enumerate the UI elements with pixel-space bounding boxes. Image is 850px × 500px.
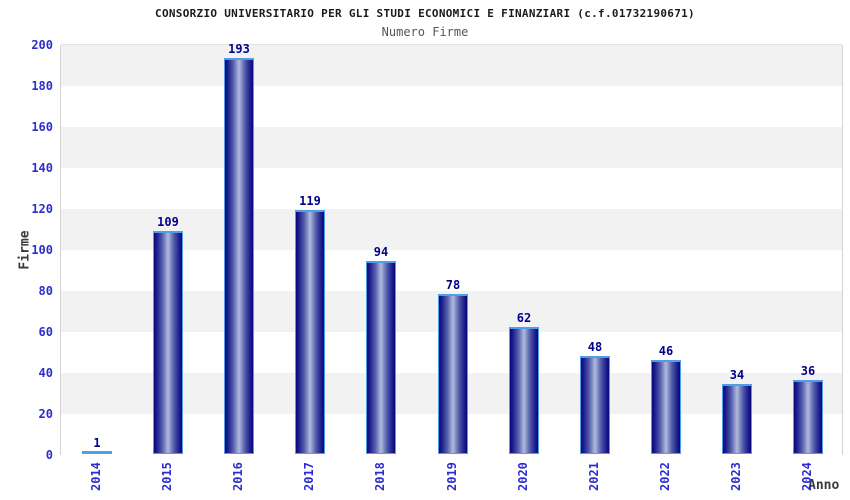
bar-value-label: 193: [228, 42, 250, 56]
x-tick-label: 2015: [160, 462, 174, 491]
x-tick-label: 2014: [89, 462, 103, 491]
y-tick-label: 60: [38, 325, 53, 339]
y-tick-label: 0: [45, 448, 53, 462]
y-tick-label: 20: [38, 407, 53, 421]
x-tick-label: 2019: [445, 462, 459, 491]
bar: [722, 384, 752, 454]
grid-band: [61, 44, 842, 86]
bar-value-label: 94: [373, 245, 389, 259]
bar: [438, 294, 468, 454]
x-tick-label: 2020: [516, 462, 530, 491]
grid-band: [61, 126, 842, 168]
y-tick-label: 160: [31, 120, 53, 134]
bar: [509, 327, 539, 454]
chart-subtitle: Numero Firme: [381, 25, 469, 39]
bar: [295, 210, 325, 454]
bar: [82, 451, 112, 454]
bar-value-label: 46: [658, 344, 674, 358]
bar: [224, 58, 254, 454]
bar-value-label: 119: [299, 194, 321, 208]
grid-band: [61, 167, 842, 209]
y-tick-label: 140: [31, 161, 53, 175]
y-tick-label: 40: [38, 366, 53, 380]
x-tick-label: 2022: [658, 462, 672, 491]
x-tick-label: 2018: [373, 462, 387, 491]
y-tick-label: 100: [31, 243, 53, 257]
bar: [651, 360, 681, 454]
grid-band: [61, 85, 842, 127]
bar-value-label: 34: [729, 368, 745, 382]
bar-value-label: 1: [93, 436, 101, 450]
plot-area: 1 109 193 119 94 78 62 48 46 34 36: [60, 42, 843, 455]
bar-value-label: 109: [157, 215, 179, 229]
y-tick-label: 80: [38, 284, 53, 298]
x-axis-title: Anno: [808, 478, 840, 493]
y-tick-label: 200: [31, 38, 53, 52]
x-tick-label: 2016: [231, 462, 245, 491]
bar: [580, 356, 610, 454]
bar: [366, 261, 396, 454]
chart-title: CONSORZIO UNIVERSITARIO PER GLI STUDI EC…: [155, 7, 695, 20]
x-tick-label: 2017: [302, 462, 316, 491]
bar-value-label: 36: [800, 364, 816, 378]
bar: [793, 380, 823, 454]
x-tick-label: 2021: [587, 462, 601, 491]
x-tick-label: 2024: [800, 462, 814, 491]
bar-value-label: 78: [445, 278, 461, 292]
bar-value-label: 62: [516, 311, 532, 325]
bar: [153, 231, 183, 454]
y-tick-label: 120: [31, 202, 53, 216]
x-tick-label: 2023: [729, 462, 743, 491]
y-tick-label: 180: [31, 79, 53, 93]
bar-value-label: 48: [587, 340, 603, 354]
grid-band: [61, 208, 842, 250]
